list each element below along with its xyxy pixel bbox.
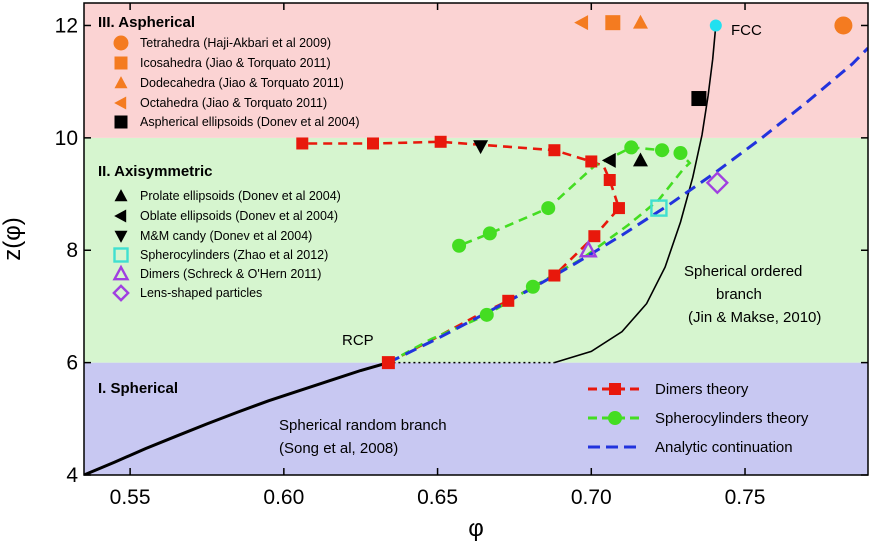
dimers-theory-point xyxy=(367,137,380,150)
x-tick-label: 0.65 xyxy=(417,486,458,509)
dimers-theory-point xyxy=(588,230,601,243)
legend-label-4: Aspherical ellipsoids (Donev et al 2004) xyxy=(140,115,360,129)
series-point-4 xyxy=(691,91,707,107)
y-tick-label: 6 xyxy=(66,352,78,375)
region-band-2 xyxy=(84,3,868,138)
spherocylinders-theory-point xyxy=(655,143,670,158)
spherical-ordered-branch-curve xyxy=(554,25,717,364)
analytic-continuation-curve xyxy=(387,46,868,364)
region-label-aspherical: III. Aspherical xyxy=(98,14,195,31)
random-branch-label-1: Spherical random branch xyxy=(279,417,447,434)
legend-label-2: Dodecahedra (Jiao & Torquato 2011) xyxy=(140,76,344,90)
region-bands xyxy=(84,3,868,475)
dimers-theory-point xyxy=(603,174,616,186)
legend-label-6: Oblate ellipsoids (Donev et al 2004) xyxy=(140,209,338,223)
dimers-theory-point xyxy=(548,144,561,157)
line-legend-label-1: Spherocylinders theory xyxy=(655,410,809,427)
x-axis-label: φ xyxy=(468,515,484,542)
axis-ticks: 0.55 0.60 0.65 0.70 0.75 4 6 8 10 12 xyxy=(55,3,868,509)
ordered-branch-label-1: Spherical ordered xyxy=(684,263,802,280)
symbol-legend: Tetrahedra (Haji-Akbari et al 2009) Icosa… xyxy=(112,35,360,302)
spherocylinders-theory-point xyxy=(525,279,540,294)
spherocylinders-theory-point xyxy=(452,238,467,253)
series-point-1 xyxy=(605,15,621,31)
legend-symbol-0 xyxy=(113,35,129,51)
y-tick-label: 12 xyxy=(55,14,78,37)
spherocylinders-theory-point xyxy=(479,307,494,322)
dimers-theory-point xyxy=(548,269,561,282)
legend-symbol-9 xyxy=(112,264,130,281)
legend-label-7: M&M candy (Donev et al 2004) xyxy=(140,229,312,243)
legend-label-5: Prolate ellipsoids (Donev et al 2004) xyxy=(140,189,341,203)
series-point-9 xyxy=(578,239,598,258)
dimers-theory-point xyxy=(612,202,625,215)
ordered-branch-label-2: branch xyxy=(716,286,762,303)
spherocylinders-theory-point xyxy=(624,140,639,155)
spherocylinders-theory-point xyxy=(541,201,556,216)
series-point-12 xyxy=(381,356,395,370)
legend-label-10: Lens-shaped particles xyxy=(140,286,262,300)
dimers-theory-point xyxy=(502,294,515,307)
ordered-branch-label-3: (Jin & Makse, 2010) xyxy=(688,309,821,326)
region-label-axisymmetric: II. Axisymmetric xyxy=(98,163,213,180)
line-legend-marker-0 xyxy=(609,383,621,395)
legend-label-3: Octahedra (Jiao & Torquato 2011) xyxy=(140,96,327,110)
line-legend-label-0: Dimers theory xyxy=(655,381,749,398)
rcp-label: RCP xyxy=(342,332,374,349)
legend-label-1: Icosahedra (Jiao & Torquato 2011) xyxy=(140,56,331,70)
spherical-random-branch-curve xyxy=(84,361,389,475)
x-tick-label: 0.55 xyxy=(110,486,151,509)
legend-symbol-4 xyxy=(114,115,128,129)
random-branch-label-2: (Song et al, 2008) xyxy=(279,440,398,457)
series-point-8 xyxy=(650,199,668,217)
plot-frame xyxy=(83,2,869,476)
spherocylinders-theory-point xyxy=(482,226,497,241)
series-point-3 xyxy=(574,15,589,31)
y-tick-label: 4 xyxy=(66,464,78,487)
series-point-6 xyxy=(601,152,616,168)
region-band-1 xyxy=(84,137,868,363)
region-band-0 xyxy=(84,362,868,475)
x-tick-label: 0.75 xyxy=(725,486,766,509)
fcc-label: FCC xyxy=(731,22,762,39)
series-point-7 xyxy=(473,140,489,155)
legend-symbol-5 xyxy=(114,189,128,202)
y-tick-label: 10 xyxy=(55,127,78,150)
legend-symbol-8 xyxy=(113,247,129,263)
y-tick-label: 8 xyxy=(66,239,78,262)
x-tick-label: 0.60 xyxy=(263,486,304,509)
line-legend-label-2: Analytic continuation xyxy=(655,439,793,456)
legend-symbol-3 xyxy=(114,96,127,110)
series-point-5 xyxy=(632,152,648,167)
dimers-theory-point xyxy=(296,137,309,150)
legend-symbol-6 xyxy=(114,209,127,223)
series-point-11 xyxy=(709,19,722,32)
series-point-2 xyxy=(632,14,648,29)
legend-symbol-7 xyxy=(114,230,128,243)
region-label-spherical: I. Spherical xyxy=(98,380,178,397)
legend-label-9: Dimers (Schreck & O'Hern 2011) xyxy=(140,267,321,281)
y-axis-label: z(φ) xyxy=(0,217,26,261)
legend-symbol-2 xyxy=(114,76,128,89)
legend-symbol-10 xyxy=(112,284,130,302)
line-legend: Dimers theory Spherocylinders theory Analy… xyxy=(588,381,809,456)
legend-label-0: Tetrahedra (Haji-Akbari et al 2009) xyxy=(140,36,331,50)
data-markers xyxy=(296,14,853,370)
spherocylinders-theory-point xyxy=(673,146,688,161)
line-legend-marker-1 xyxy=(608,411,622,425)
series-point-10 xyxy=(705,171,729,195)
series-point-0 xyxy=(834,16,853,35)
dimers-theory-point xyxy=(585,155,598,168)
legend-label-8: Spherocylinders (Zhao et al 2012) xyxy=(140,248,328,262)
dimers-theory-point xyxy=(434,135,447,148)
legend-symbol-1 xyxy=(114,56,128,70)
x-tick-label: 0.70 xyxy=(571,486,612,509)
